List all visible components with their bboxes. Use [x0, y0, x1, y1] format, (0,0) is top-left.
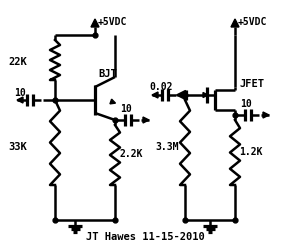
Text: 10: 10	[14, 88, 26, 98]
Text: 10: 10	[240, 99, 252, 109]
Polygon shape	[177, 90, 186, 100]
Text: +5VDC: +5VDC	[238, 17, 267, 27]
Polygon shape	[231, 19, 239, 27]
Text: 3.3M: 3.3M	[155, 142, 179, 152]
Text: 10: 10	[120, 104, 132, 114]
Polygon shape	[203, 92, 208, 98]
Polygon shape	[152, 92, 158, 98]
Text: JT Hawes 11-15-2010: JT Hawes 11-15-2010	[86, 232, 204, 242]
Text: 22K: 22K	[8, 57, 27, 67]
Text: 2.2K: 2.2K	[119, 149, 142, 159]
Polygon shape	[17, 97, 23, 103]
Polygon shape	[110, 99, 115, 104]
Polygon shape	[263, 112, 269, 118]
Polygon shape	[143, 117, 149, 123]
Text: BJT: BJT	[98, 69, 117, 79]
Text: 1.2K: 1.2K	[239, 147, 262, 157]
Text: 33K: 33K	[8, 142, 27, 152]
Text: JFET: JFET	[239, 79, 264, 89]
Text: +5VDC: +5VDC	[98, 17, 127, 27]
Text: 0.02: 0.02	[149, 82, 173, 92]
Polygon shape	[91, 19, 99, 27]
